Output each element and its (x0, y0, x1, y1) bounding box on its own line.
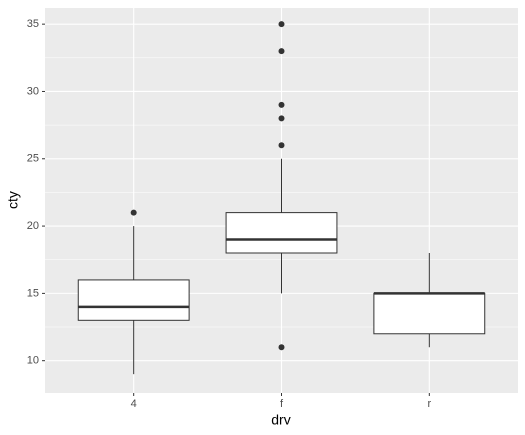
outlier (278, 344, 285, 351)
outlier (278, 48, 285, 55)
y-axis-title: cty (5, 191, 21, 209)
box (225, 212, 338, 254)
x-tick-label: r (427, 398, 431, 410)
outlier (278, 101, 285, 108)
outlier (278, 21, 285, 28)
y-tick-label: 15 (27, 287, 39, 299)
box (77, 279, 190, 321)
x-tick-label: f (280, 398, 284, 410)
y-tick-label: 10 (27, 355, 39, 367)
y-tick-label: 35 (27, 18, 39, 30)
outlier (130, 209, 137, 216)
outlier (278, 142, 285, 149)
y-tick-label: 30 (27, 85, 39, 97)
y-tick-label: 20 (27, 220, 39, 232)
box (373, 292, 486, 335)
x-tick-label: 4 (131, 398, 137, 410)
x-axis-title: drv (271, 412, 290, 428)
y-tick-label: 25 (27, 153, 39, 165)
outlier (278, 115, 285, 122)
